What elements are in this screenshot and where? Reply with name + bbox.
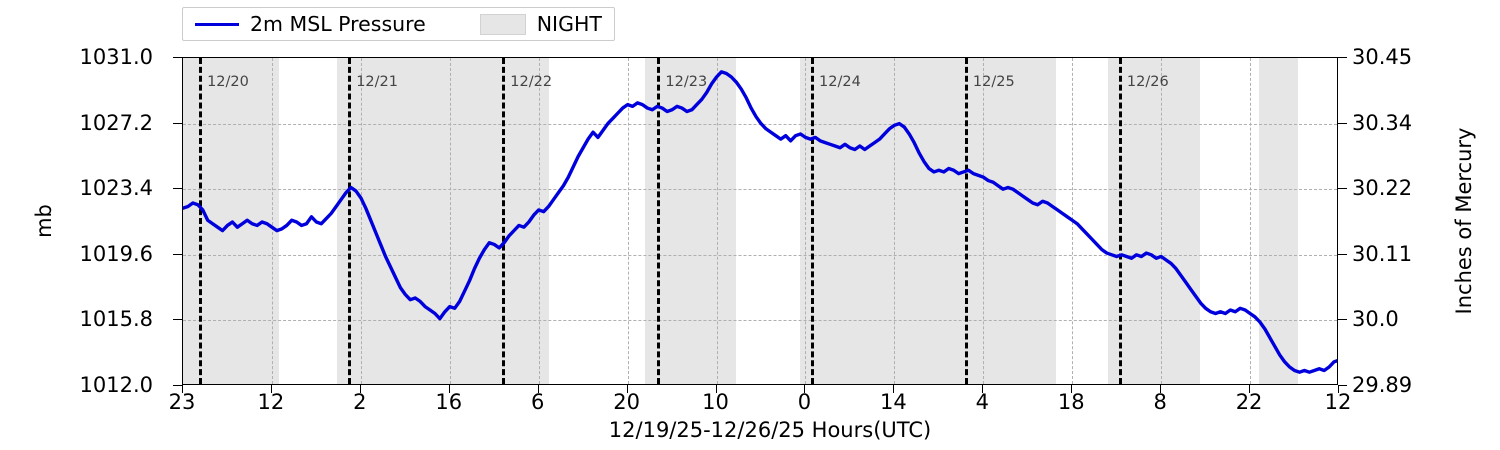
gridline-vertical — [538, 58, 540, 384]
x-tick-label: 18 — [1057, 390, 1085, 414]
y-tick-left — [173, 385, 182, 386]
day-divider-line — [502, 58, 506, 384]
x-tick — [182, 385, 183, 393]
plot-area: 12/20 12/21 12/22 12/23 12/24 12/25 12/26 — [182, 57, 1338, 385]
x-tick-label: 23 — [168, 390, 196, 414]
day-divider-line — [199, 58, 203, 384]
gridline-horizontal — [183, 320, 1337, 322]
day-divider-line — [1118, 58, 1122, 384]
chart-legend: 2m MSL Pressure NIGHT — [182, 7, 615, 41]
y-tick-right — [1338, 385, 1347, 386]
x-tick-label: 0 — [797, 390, 812, 414]
x-tick-label: 12 — [257, 390, 285, 414]
x-tick-label: 16 — [435, 390, 463, 414]
y-tick-right — [1338, 253, 1347, 255]
gridline-vertical — [1250, 58, 1252, 384]
y-tick-left — [173, 319, 182, 321]
y-tick-left — [173, 57, 182, 58]
y-tick-left — [173, 122, 182, 124]
gridline-vertical — [1161, 58, 1163, 384]
day-divider-label: 12/26 — [1126, 74, 1169, 90]
day-divider-label: 12/24 — [819, 74, 861, 90]
x-tick-label: 20 — [613, 390, 640, 414]
y-tick-label-left: 1027.2 — [79, 110, 153, 135]
y-tick-label-left: 1015.8 — [79, 307, 153, 332]
y-tick-label-right: 30.34 — [1352, 110, 1413, 135]
day-divider-line — [657, 58, 661, 384]
day-divider-line — [964, 58, 968, 384]
y-tick-left — [173, 253, 182, 255]
gridline-vertical — [627, 58, 629, 384]
y-tick-label-left: 1012.0 — [79, 373, 153, 397]
gridline-vertical — [716, 58, 718, 384]
y-axis-title-right: Inches of Mercury — [1452, 127, 1476, 315]
gridline-horizontal — [183, 189, 1337, 191]
night-band — [953, 58, 1057, 384]
x-tick — [1249, 385, 1251, 393]
y-tick-right — [1338, 57, 1347, 58]
y-tick-label-right: 30.22 — [1352, 176, 1413, 201]
y-tick-right — [1338, 188, 1347, 190]
x-tick — [1071, 385, 1073, 393]
x-tick-label: 6 — [531, 390, 545, 414]
gridline-horizontal — [183, 254, 1337, 256]
legend-item-pressure[interactable]: 2m MSL Pressure — [195, 12, 426, 36]
x-tick — [626, 385, 628, 393]
y-tick-label-left: 1031.0 — [79, 45, 153, 69]
y-tick-label-left: 1023.4 — [79, 176, 153, 201]
legend-label-night: NIGHT — [536, 12, 602, 36]
x-tick — [893, 385, 895, 393]
x-tick — [537, 385, 539, 393]
x-tick-label: 22 — [1235, 390, 1263, 414]
y-tick-label-right: 30.45 — [1352, 45, 1413, 69]
day-divider-line — [348, 58, 352, 384]
day-divider-line — [811, 58, 815, 384]
x-tick — [804, 385, 806, 393]
y-tick-label-right: 30.0 — [1352, 307, 1399, 332]
legend-line-swatch — [195, 22, 239, 26]
day-divider-label: 12/22 — [510, 74, 553, 90]
day-divider-label: 12/23 — [665, 74, 708, 90]
x-tick-label: 10 — [702, 390, 729, 414]
x-tick-label: 2 — [353, 390, 367, 414]
y-tick-label-right: 30.11 — [1352, 241, 1413, 266]
x-tick — [359, 385, 361, 393]
x-axis-title: 12/19/25-12/26/25 Hours(UTC) — [608, 418, 932, 442]
x-tick-label: 4 — [975, 390, 989, 414]
legend-night-swatch — [479, 13, 526, 35]
x-tick-label: 8 — [1153, 390, 1167, 414]
y-tick-label-left: 1019.6 — [79, 241, 153, 266]
y-tick-right — [1338, 319, 1347, 321]
pressure-polyline — [183, 70, 1337, 374]
x-tick — [982, 385, 984, 393]
gridline-vertical — [805, 58, 807, 384]
x-tick — [1338, 385, 1339, 393]
y-axis-title-left: mb — [32, 204, 56, 238]
x-tick — [1160, 385, 1162, 393]
legend-label-pressure: 2m MSL Pressure — [250, 12, 426, 36]
gridline-vertical — [894, 58, 896, 384]
x-tick-label: 14 — [880, 390, 907, 414]
y-tick-right — [1338, 122, 1347, 124]
day-divider-label: 12/21 — [356, 74, 398, 90]
x-tick — [448, 385, 450, 393]
x-tick — [270, 385, 272, 393]
y-tick-label-right: 29.89 — [1352, 373, 1413, 397]
legend-item-night[interactable]: NIGHT — [479, 12, 602, 36]
gridline-vertical — [271, 58, 273, 384]
y-tick-left — [173, 188, 182, 190]
gridline-vertical — [983, 58, 985, 384]
day-divider-label: 12/25 — [972, 74, 1015, 90]
gridline-vertical — [360, 58, 362, 384]
x-tick-label: 12 — [1324, 390, 1352, 414]
pressure-line-series — [183, 70, 1337, 374]
x-tick — [715, 385, 717, 393]
night-band — [1107, 58, 1200, 384]
gridline-vertical — [449, 58, 451, 384]
day-divider-label: 12/20 — [207, 74, 249, 90]
